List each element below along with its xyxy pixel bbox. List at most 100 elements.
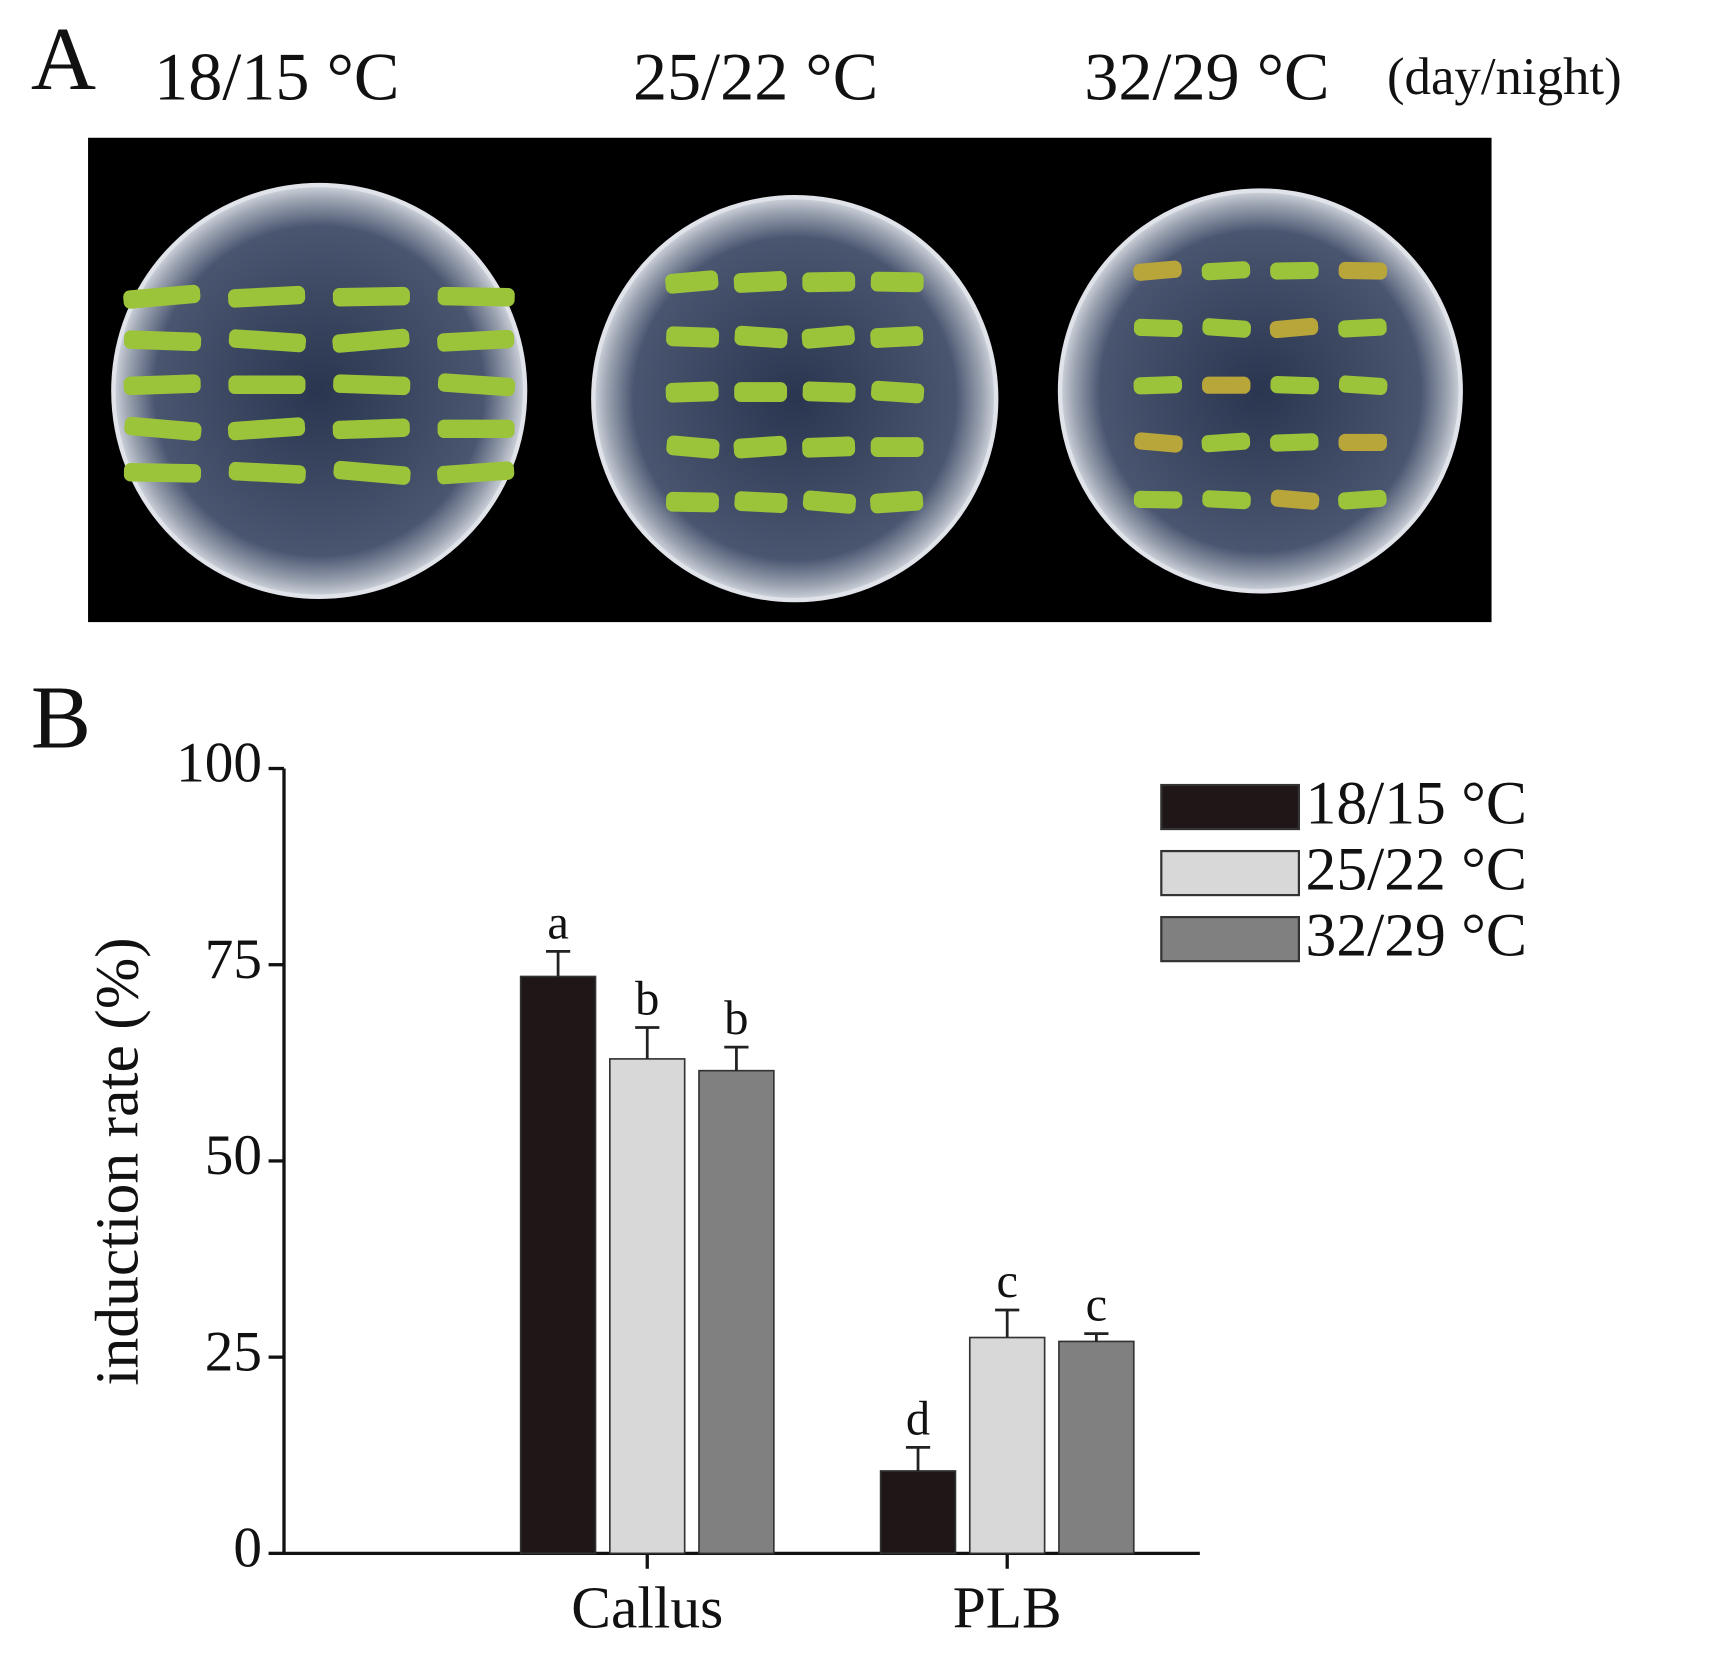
legend-swatch	[1160, 783, 1301, 831]
explant	[1270, 261, 1319, 280]
explant	[665, 270, 719, 294]
explant	[1269, 317, 1319, 339]
explant	[1338, 318, 1387, 338]
condition-label: 25/22 °C	[633, 38, 878, 114]
explant	[124, 416, 202, 441]
explant	[227, 417, 306, 441]
y-tick-label: 100	[176, 732, 262, 795]
explant	[1338, 375, 1388, 396]
explant	[802, 271, 856, 293]
explant	[332, 286, 410, 307]
explant	[228, 329, 306, 353]
explant	[734, 491, 788, 514]
explant	[332, 328, 410, 353]
legend-label: 32/29 °C	[1306, 901, 1528, 969]
explant	[802, 381, 856, 403]
x-tick-label: PLB	[953, 1575, 1062, 1641]
explant	[1133, 490, 1183, 509]
error-bar	[1084, 1332, 1109, 1342]
explant	[1133, 376, 1183, 395]
explant	[1133, 318, 1183, 338]
error-bar	[995, 1308, 1020, 1338]
explant	[1201, 432, 1251, 453]
error-bar	[545, 950, 571, 977]
error-bar	[724, 1045, 749, 1071]
explant	[802, 436, 856, 458]
explant	[666, 491, 719, 513]
explant	[802, 490, 857, 514]
y-axis-label: induction rate (%)	[83, 937, 151, 1385]
bar	[608, 1058, 686, 1555]
significance-letter: c	[996, 1255, 1018, 1308]
significance-letter: b	[635, 972, 659, 1025]
explant	[733, 435, 787, 459]
explant	[1270, 433, 1319, 452]
legend-swatch	[1160, 916, 1301, 963]
explant	[123, 374, 201, 396]
legend-label: 25/22 °C	[1306, 835, 1528, 903]
explant	[1202, 376, 1251, 394]
explant	[437, 419, 515, 439]
panel-label: A	[31, 9, 96, 109]
explant	[123, 463, 202, 483]
explant	[1338, 261, 1388, 280]
explant	[1202, 490, 1251, 510]
y-tick-label: 25	[205, 1320, 262, 1383]
x-tick-label: Callus	[571, 1575, 723, 1641]
explant	[228, 461, 306, 484]
y-tick-label: 0	[233, 1516, 262, 1579]
condition-note: (day/night)	[1387, 48, 1622, 106]
significance-letter: b	[724, 992, 748, 1045]
explant	[1270, 489, 1320, 510]
explant	[666, 326, 720, 348]
petri-dish	[591, 195, 999, 603]
error-bar	[635, 1026, 660, 1059]
explant	[870, 271, 924, 293]
legend-swatch	[1160, 849, 1301, 897]
explant	[1338, 489, 1387, 510]
bar	[698, 1069, 775, 1555]
panel-label: B	[31, 667, 91, 767]
explant	[123, 284, 201, 309]
explant	[666, 435, 720, 459]
legend-label: 18/15 °C	[1306, 769, 1528, 837]
explant	[123, 330, 202, 352]
condition-label: 18/15 °C	[154, 38, 399, 114]
explant	[437, 286, 515, 307]
explant	[870, 326, 924, 348]
explant	[870, 490, 924, 514]
bar	[1058, 1340, 1135, 1555]
petri-dish	[1057, 188, 1463, 594]
explant	[228, 375, 306, 395]
explant	[734, 325, 788, 349]
error-bar	[905, 1446, 931, 1471]
explant	[333, 374, 411, 396]
significance-letter: d	[906, 1392, 930, 1445]
explant	[1270, 376, 1319, 395]
explant	[870, 437, 924, 457]
explant	[801, 325, 855, 349]
explant	[665, 381, 719, 403]
bar	[519, 975, 597, 1555]
explant	[1133, 260, 1182, 281]
explant	[1338, 433, 1387, 452]
explant	[333, 460, 411, 485]
explant	[437, 373, 516, 397]
petri-dish	[111, 182, 528, 599]
condition-label: 32/29 °C	[1084, 38, 1329, 114]
explant	[1201, 261, 1251, 281]
bar	[879, 1470, 957, 1555]
photo	[88, 137, 1492, 623]
explant	[437, 329, 515, 352]
y-tick-label: 75	[205, 928, 262, 991]
explant	[1202, 318, 1251, 338]
significance-letter: a	[547, 896, 569, 949]
explant	[227, 285, 306, 308]
explant	[734, 382, 788, 402]
explant	[733, 271, 787, 293]
bar	[968, 1336, 1046, 1555]
y-tick-label: 50	[205, 1124, 262, 1187]
explant	[870, 380, 925, 404]
